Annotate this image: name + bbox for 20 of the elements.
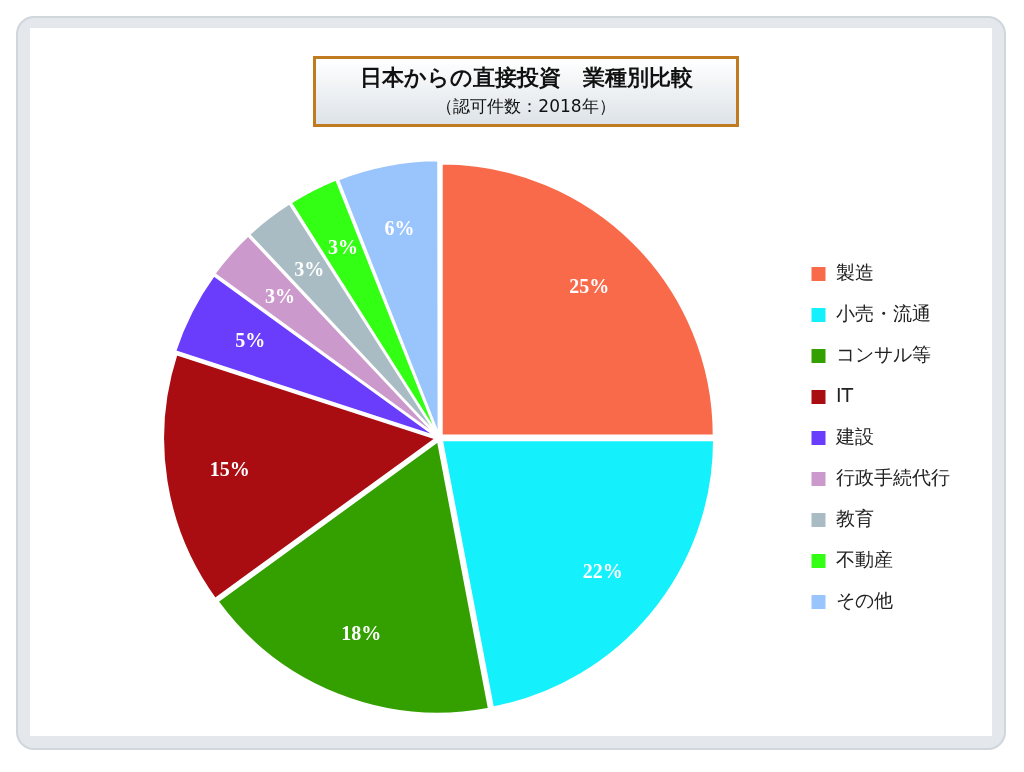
legend-label: 小売・流通	[836, 301, 931, 324]
chart-title: 日本からの直接投資 業種別比較	[358, 64, 694, 92]
data-label: 3%	[265, 284, 296, 307]
legend-label: IT	[836, 383, 854, 406]
legend-label: 行政手続代行	[836, 465, 950, 488]
legend-label: 教育	[836, 506, 874, 529]
legend-label: 建設	[835, 424, 874, 447]
legend-label: その他	[836, 588, 893, 611]
legend-label: 不動産	[836, 547, 893, 570]
data-label: 18%	[341, 622, 382, 645]
data-label: 3%	[327, 236, 358, 259]
data-label: 6%	[384, 216, 415, 239]
chart-subtitle: （認可件数：2018年）	[435, 95, 617, 118]
data-label: 25%	[569, 275, 610, 298]
data-label: 3%	[294, 257, 325, 280]
data-label: 5%	[235, 328, 266, 351]
data-label: 15%	[209, 458, 250, 481]
data-label: 22%	[582, 560, 623, 583]
legend-label: コンサル等	[836, 342, 931, 365]
legend-label: 製造	[836, 260, 874, 283]
